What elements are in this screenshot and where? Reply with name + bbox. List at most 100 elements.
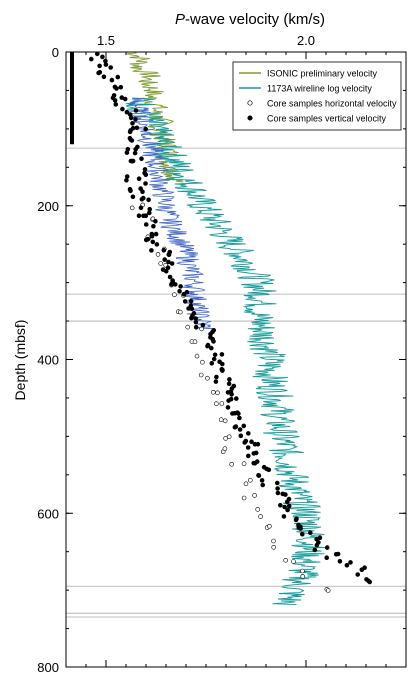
horizontal-velocity-point [267, 523, 272, 529]
horizontal-velocity-point [198, 372, 204, 378]
vertical-velocity-point [97, 63, 102, 69]
horizontal-velocity-point [222, 418, 228, 424]
chart-title-rest: -wave velocity (km/s) [185, 11, 325, 28]
chart-title-italic: P [175, 11, 185, 28]
vertical-velocity-point [217, 359, 222, 365]
vertical-velocity-point [208, 335, 213, 340]
vertical-velocity-point [149, 248, 154, 253]
horizontal-velocity-point [200, 359, 205, 365]
horizontal-velocity-point [300, 574, 306, 579]
vertical-velocity-point [256, 473, 262, 478]
horizontal-velocity-point [241, 461, 247, 467]
vertical-velocity-point [213, 379, 219, 384]
vertical-velocity-point [134, 125, 140, 131]
x-tick-label: 2.0 [297, 33, 315, 48]
vertical-velocity-point [266, 467, 272, 473]
vertical-velocity-point [246, 453, 251, 459]
vertical-velocity-point [128, 188, 133, 194]
vertical-velocity-point [112, 98, 118, 103]
vertical-velocity-point [143, 126, 148, 132]
series-line-wireline-core [127, 97, 213, 330]
vertical-velocity-point [355, 572, 361, 577]
vertical-velocity-point [161, 248, 167, 253]
horizontal-velocity-point [241, 495, 247, 501]
vertical-velocity-point [212, 352, 218, 358]
vertical-velocity-point [200, 322, 206, 328]
y-tick-label: 200 [37, 199, 59, 214]
vertical-velocity-point [275, 486, 280, 491]
vertical-velocity-point [193, 316, 198, 321]
vertical-velocity-point [230, 411, 235, 416]
vertical-velocity-point [307, 530, 313, 536]
vertical-velocity-point [143, 237, 149, 243]
vertical-velocity-point [188, 298, 194, 304]
y-axis-label: Depth (mbsf) [12, 320, 28, 401]
vertical-velocity-point [189, 306, 195, 312]
horizontal-velocity-point [178, 309, 183, 315]
vertical-velocity-point [143, 213, 149, 218]
vertical-velocity-point [249, 439, 254, 445]
vertical-velocity-point [108, 65, 113, 70]
vertical-velocity-point [109, 77, 115, 83]
vertical-velocity-point [124, 150, 130, 155]
vertical-velocity-point [97, 70, 103, 75]
vertical-velocity-point [136, 213, 142, 218]
vertical-velocity-point [133, 117, 138, 122]
vertical-velocity-point [237, 427, 243, 432]
vertical-velocity-point [205, 343, 210, 349]
vertical-velocity-point [143, 222, 149, 227]
vertical-velocity-point [193, 319, 199, 325]
vertical-velocity-point [113, 102, 119, 107]
x-tick-label: 1.5 [97, 33, 115, 48]
vertical-velocity-point [115, 74, 121, 80]
horizontal-velocity-point [243, 481, 249, 487]
vertical-velocity-point [130, 158, 136, 164]
chart-title: P-wave velocity (km/s) [175, 11, 325, 28]
plot-area [66, 51, 406, 618]
plot-frame [65, 51, 407, 668]
vertical-velocity-point [136, 176, 142, 181]
legend-swatch-marker [247, 115, 253, 121]
series-line-wireline [125, 97, 326, 606]
vertical-velocity-point [128, 115, 134, 121]
horizontal-velocity-point [229, 461, 234, 467]
horizontal-velocity-point [291, 559, 296, 564]
vertical-velocity-point [259, 478, 265, 483]
vertical-velocity-point [133, 108, 139, 113]
vertical-velocity-point [242, 440, 247, 445]
vertical-velocity-point [285, 507, 290, 513]
horizontal-velocity-point [192, 339, 198, 345]
vertical-velocity-point [124, 109, 130, 115]
vertical-velocity-point [277, 502, 283, 508]
horizontal-velocity-point [129, 205, 135, 211]
horizontal-velocity-point [155, 252, 161, 257]
horizontal-velocity-point [215, 390, 220, 396]
y-tick-label: 600 [37, 506, 59, 521]
legend-label: Core samples vertical velocity [267, 114, 387, 124]
horizontal-velocity-point [255, 507, 261, 512]
horizontal-velocity-point [223, 436, 228, 441]
vertical-velocity-point [253, 450, 259, 456]
horizontal-velocity-point [252, 493, 257, 498]
horizontal-velocity-point [300, 568, 305, 574]
vertical-velocity-point [260, 482, 266, 488]
vertical-velocity-point [226, 381, 232, 387]
vertical-velocity-point [312, 547, 318, 553]
vertical-velocity-point [324, 555, 330, 561]
vertical-velocity-point [274, 480, 280, 486]
vertical-velocity-point [166, 252, 172, 258]
vertical-velocity-point [209, 345, 214, 351]
vertical-velocity-point [214, 374, 219, 380]
horizontal-velocity-point [214, 401, 219, 407]
vertical-velocity-point [143, 181, 148, 186]
vertical-velocity-point [246, 431, 251, 436]
vertical-velocity-point [112, 84, 118, 90]
vertical-velocity-point [178, 284, 183, 289]
vertical-velocity-point [177, 288, 182, 294]
legend-label: ISONIC preliminary velocity [267, 69, 378, 79]
vertical-velocity-point [130, 194, 136, 200]
legend-label: 1173A wireline log velocity [267, 84, 372, 94]
vertical-velocity-point [364, 577, 369, 582]
vertical-velocity-point [252, 441, 258, 447]
vertical-velocity-point [165, 265, 171, 271]
